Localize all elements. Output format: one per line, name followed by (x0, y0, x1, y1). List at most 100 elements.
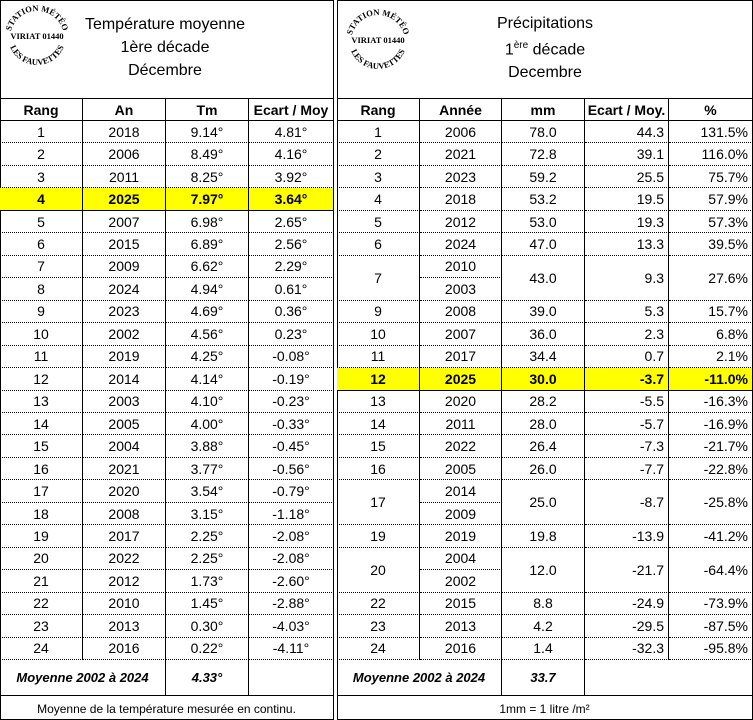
table-cell: 2009 (83, 255, 166, 279)
table-cell: 6.89° (166, 233, 249, 256)
rank-cell: 12 (337, 368, 420, 391)
rank-cell: 1 (337, 121, 420, 144)
table-cell: 3.54° (166, 480, 249, 503)
year-cell: 2009 (420, 502, 502, 526)
table-cell: 2010 (83, 592, 166, 616)
pct-cell: -41.2% (669, 525, 753, 548)
logo-bottom-text: LES FAUVETTES (349, 47, 407, 71)
year-cell: 2015 (420, 592, 502, 616)
table-cell: -4.11° (249, 637, 334, 661)
ecart-cell: 44.3 (585, 121, 669, 144)
table-cell: 6.62° (166, 255, 249, 279)
table-cell: 13 (0, 390, 83, 413)
table-cell: 2006 (83, 143, 166, 166)
average-label: Moyenne 2002 à 2024 (337, 660, 502, 697)
ecart-cell: 39.1 (585, 143, 669, 166)
table-cell: 4.69° (166, 300, 249, 324)
table-cell: 8.25° (166, 165, 249, 189)
table-cell: 4 (0, 188, 83, 211)
rank-cell: 9 (337, 300, 420, 324)
table-cell: -2.60° (249, 570, 334, 593)
table-cell: 4.16° (249, 143, 334, 166)
logo-middle: VIRIAT 01440 (10, 31, 63, 41)
ecart-cell: -5.5 (585, 390, 669, 413)
pct-cell: -73.9% (669, 592, 753, 616)
mm-cell: 28.0 (502, 412, 585, 436)
left-title-3: Décembre (128, 62, 202, 79)
year-cell: 2018 (420, 188, 502, 211)
table-cell: 4.81° (249, 121, 334, 144)
rank-cell: 3 (337, 165, 420, 189)
year-cell: 2011 (420, 412, 502, 436)
ecart-cell: -3.7 (585, 368, 669, 391)
left-title-1: Température moyenne (84, 16, 246, 33)
logo-top: STATION MÉTÉO (344, 7, 412, 36)
table-cell: -1.18° (249, 502, 334, 526)
mm-cell: 43.0 (502, 255, 585, 301)
rank-cell: 2 (337, 143, 420, 166)
column-header: Rang (0, 98, 83, 121)
year-cell: 2019 (420, 525, 502, 548)
column-header: Rang (337, 98, 420, 121)
pct-cell: 2.1% (669, 345, 753, 369)
mm-cell: 59.2 (502, 165, 585, 189)
left-title-2: 1ère décade (120, 39, 210, 56)
ecart-cell: 13.3 (585, 233, 669, 256)
table-cell: 2.25° (166, 525, 249, 548)
average-value: 4.33° (166, 660, 249, 697)
table-cell: 2025 (83, 188, 166, 211)
rank-cell: 24 (337, 637, 420, 661)
year-cell: 2023 (420, 165, 502, 189)
mm-cell: 34.4 (502, 345, 585, 369)
rank-cell: 11 (337, 345, 420, 369)
table-cell: -2.08° (249, 525, 334, 548)
year-cell: 2025 (420, 368, 502, 391)
table-cell: 2008 (83, 502, 166, 526)
table-cell: 1 (0, 121, 83, 144)
table-cell: 0.23° (249, 323, 334, 346)
pct-cell: 116.0% (669, 143, 753, 166)
pct-cell: -22.8% (669, 457, 753, 481)
table-cell: 6.98° (166, 210, 249, 234)
ecart-cell: -24.9 (585, 592, 669, 616)
table-cell: 2011 (83, 165, 166, 189)
table-cell: 4.10° (166, 390, 249, 413)
table-cell: 2004 (83, 435, 166, 458)
ecart-cell: 9.3 (585, 255, 669, 301)
table-cell: 3.88° (166, 435, 249, 458)
table-cell: -4.03° (249, 615, 334, 638)
table-cell: 4.14° (166, 368, 249, 391)
table-cell: 2016 (83, 637, 166, 661)
table-cell: 7 (0, 255, 83, 279)
average-label: Moyenne 2002 à 2024 (0, 660, 166, 697)
year-cell: 2012 (420, 210, 502, 234)
table-cell: 10 (0, 323, 83, 346)
rank-cell: 19 (337, 525, 420, 548)
table-cell: -0.33° (249, 412, 334, 436)
mm-cell: 8.8 (502, 592, 585, 616)
year-cell: 2002 (420, 570, 502, 593)
average-value: 33.7 (502, 660, 585, 697)
table-cell: 3.77° (166, 457, 249, 481)
year-cell: 2006 (420, 121, 502, 144)
ecart-cell: -32.3 (585, 637, 669, 661)
ecart-cell: -7.3 (585, 435, 669, 458)
logo-bottom: LES FAUVETTES (349, 47, 407, 71)
rank-cell: 5 (337, 210, 420, 234)
ecart-cell: 0.7 (585, 345, 669, 369)
year-cell: 2013 (420, 615, 502, 638)
rank-cell: 15 (337, 435, 420, 458)
ecart-cell: -29.5 (585, 615, 669, 638)
ecart-cell: 19.5 (585, 188, 669, 211)
mm-cell: 36.0 (502, 323, 585, 346)
year-cell: 2021 (420, 143, 502, 166)
logo-bottom: LES FAUVETTES (8, 43, 66, 67)
table-cell: -0.19° (249, 368, 334, 391)
table-cell: 3.64° (249, 188, 334, 211)
table-cell: -0.23° (249, 390, 334, 413)
logo: STATION MÉTÉO VIRIAT 01440 LES FAUVETTES (344, 7, 412, 71)
table-cell: 8 (0, 278, 83, 301)
ecart-cell: -21.7 (585, 547, 669, 593)
mm-cell: 53.0 (502, 210, 585, 234)
